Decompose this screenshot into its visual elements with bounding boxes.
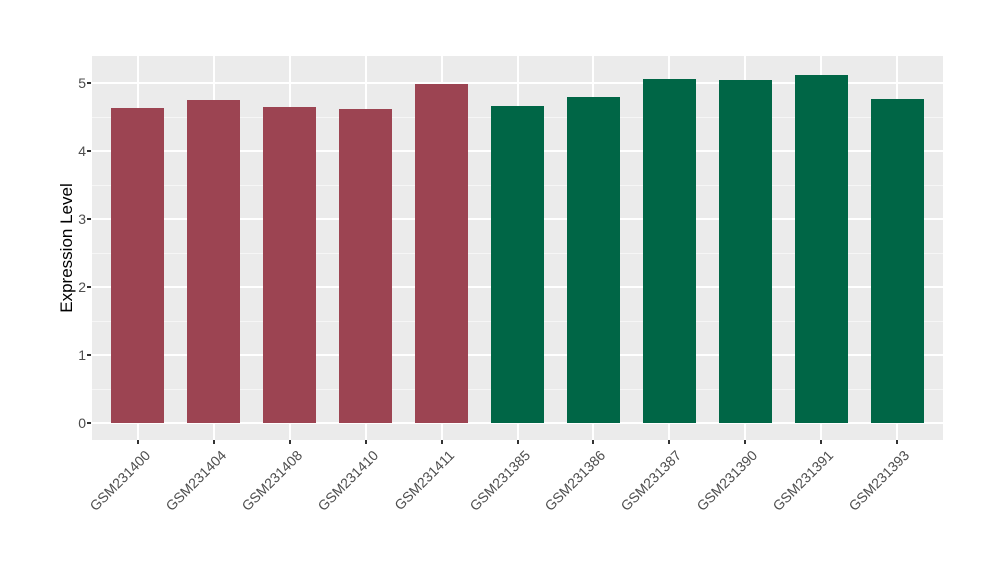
x-tick-mark [212, 440, 215, 444]
y-tick-mark [87, 286, 91, 288]
bar-GSM231411 [415, 84, 468, 423]
bar-GSM231404 [187, 100, 240, 423]
y-tick-label-3: 3 [78, 211, 86, 227]
y-tick-label-0: 0 [78, 415, 86, 431]
bar-GSM231390 [719, 80, 772, 423]
bar-GSM231391 [795, 75, 848, 423]
y-tick-label-4: 4 [78, 143, 86, 159]
y-axis-title: Expression Level [57, 183, 76, 313]
bar-GSM231393 [871, 99, 924, 423]
y-tick-mark [87, 82, 91, 84]
y-tick-label-1: 1 [78, 347, 86, 363]
y-tick-mark [87, 354, 91, 356]
x-tick-mark [136, 440, 139, 444]
bar-GSM231387 [643, 79, 696, 423]
x-tick-mark [440, 440, 443, 444]
y-tick-mark [87, 150, 91, 152]
x-tick-mark [896, 440, 899, 444]
bar-GSM231410 [339, 109, 392, 423]
x-tick-mark [516, 440, 519, 444]
x-tick-mark [744, 440, 747, 444]
bar-GSM231386 [567, 97, 620, 423]
x-tick-mark [668, 440, 671, 444]
x-tick-mark [288, 440, 291, 444]
y-tick-label-2: 2 [78, 279, 86, 295]
y-tick-mark [87, 218, 91, 220]
x-tick-mark [820, 440, 823, 444]
y-tick-mark [87, 422, 91, 424]
bar-GSM231385 [491, 106, 544, 423]
bar-GSM231408 [263, 107, 316, 423]
bar-GSM231400 [111, 108, 164, 423]
plot-panel [92, 56, 943, 440]
y-tick-label-5: 5 [78, 75, 86, 91]
x-tick-mark [592, 440, 595, 444]
x-tick-mark [364, 440, 367, 444]
